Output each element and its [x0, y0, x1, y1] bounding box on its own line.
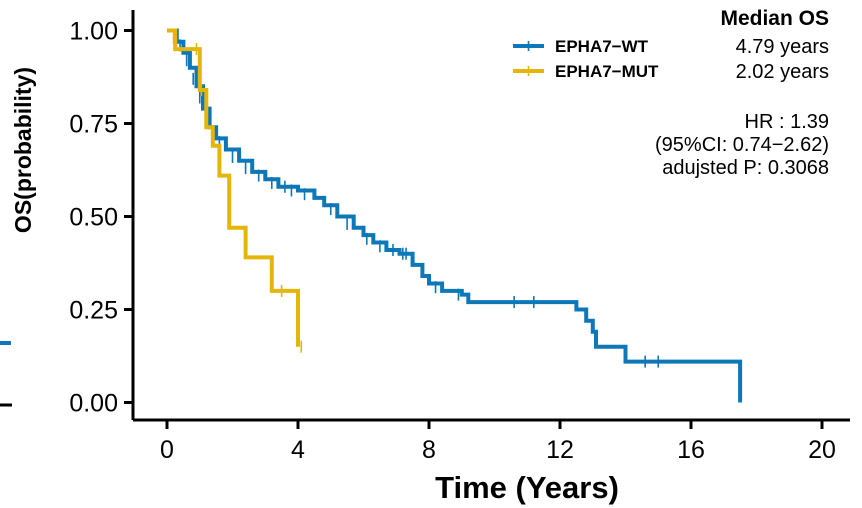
median-header: Median OS — [720, 7, 829, 30]
y-ticks: 0.00 0.25 0.50 0.75 1.00 — [69, 18, 133, 418]
ci-text: (95%CI: 0.74−2.62) — [655, 134, 829, 156]
x-tick-label: 8 — [422, 436, 436, 464]
km-curve-epha7-mut — [167, 28, 300, 347]
legend-label-epha7-wt: EPHA7−WT — [555, 37, 649, 56]
y-axis-title: OS(probability) — [10, 67, 36, 233]
x-tick-label: 0 — [160, 436, 174, 464]
y-tick-label: 0.50 — [69, 204, 118, 232]
x-axis-title: Time (Years) — [435, 470, 619, 505]
x-tick-label: 16 — [677, 436, 705, 464]
y-tick-label: 1.00 — [69, 18, 118, 46]
p-value-text: adujsted P: 0.3068 — [662, 157, 829, 179]
legend-label-epha7-mut: EPHA7−MUT — [555, 62, 659, 81]
median-value-epha7-mut: 2.02 years — [736, 61, 829, 83]
legend: EPHA7−WT 4.79 years EPHA7−MUT 2.02 years — [513, 36, 829, 83]
x-tick-label: 20 — [808, 436, 836, 464]
km-curve-epha7-wt — [167, 28, 743, 403]
adjacent-panel-fragment — [0, 341, 12, 407]
y-tick-label: 0.25 — [69, 297, 118, 325]
survival-curves — [167, 28, 743, 403]
y-tick-label: 0.00 — [69, 390, 118, 418]
y-tick-label: 0.75 — [69, 111, 118, 139]
x-tick-label: 4 — [291, 436, 305, 464]
x-tick-label: 12 — [546, 436, 574, 464]
hr-text: HR : 1.39 — [745, 111, 829, 133]
x-ticks: 0 4 8 12 16 20 — [160, 420, 836, 464]
median-value-epha7-wt: 4.79 years — [736, 36, 829, 58]
